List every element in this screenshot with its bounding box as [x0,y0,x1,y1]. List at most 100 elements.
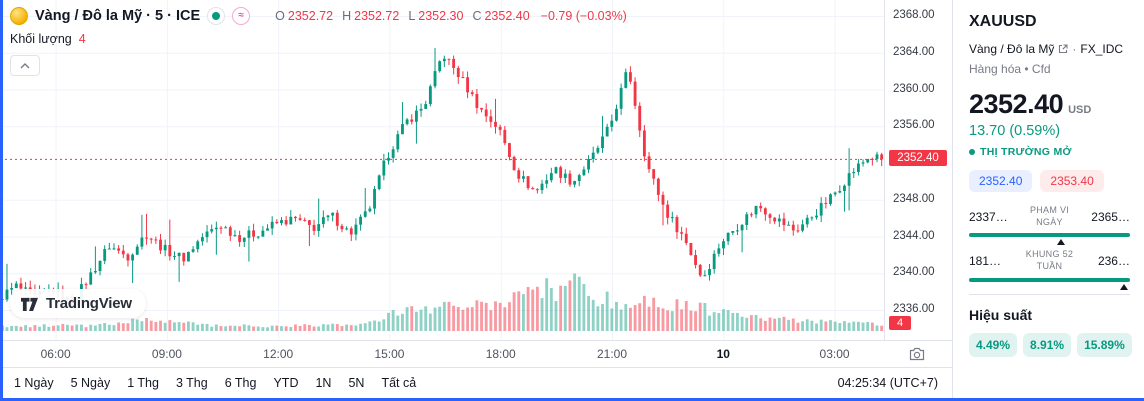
day-range-low: 2337… [969,209,1008,224]
sidebar-change: 13.70 (0.59%) [969,123,1061,139]
close-value: 2352.40 [484,9,530,23]
volume-label[interactable]: Khối lượng [10,32,72,46]
chart-legend: Vàng / Đô la Mỹ · 5 · ICE ≈ O 2352.72 H 23… [10,7,627,76]
price-axis-label: 2356.00 [893,119,935,132]
sidebar-currency: USD [1068,104,1092,116]
close-label: C [472,9,482,23]
time-axis-label: 06:00 [40,347,71,361]
price-axis-label: 2344.00 [893,229,935,242]
low-label: L [408,9,416,23]
day-range-widget: 2337… PHẠM VI NGÀY 2365… [969,205,1130,246]
collapse-legend-button[interactable] [10,55,40,76]
price-chart-plot[interactable]: Vàng / Đô la Mỹ · 5 · ICE ≈ O 2352.72 H 23… [0,0,884,340]
performance-title: Hiệu suất [969,306,1033,323]
range-button[interactable]: 1 Ngày [14,376,54,390]
tradingview-mark-icon [21,297,38,312]
day-range-label-2: NGÀY [1036,216,1063,227]
bid-price-pill[interactable]: 2352.40 [969,170,1033,192]
range-toolbar: 1 Ngày 5 Ngày 1 Thg 3 Thg 6 Thg YTD 1N 5N Tất cả… [0,367,952,398]
week52-range-marker [1119,283,1128,290]
teal-dot-icon [212,12,221,20]
time-axis-label: 09:00 [151,347,182,361]
week52-range-widget: 181… KHUNG 52 TUẦN 236… [969,249,1130,290]
clock-utc[interactable]: 04:25:34 (UTC+7) [837,376,938,390]
range-button[interactable]: 5N [348,376,365,390]
candles-layer [0,47,884,310]
high-value: 2352.72 [354,9,400,23]
week52-label-2: TUẦN [1036,261,1063,272]
market-status-label: THỊ TRƯỜNG MỞ [980,146,1072,158]
price-axis-label: 2348.00 [893,192,935,205]
price-axis-label: 2340.00 [893,266,935,279]
range-button[interactable]: 5 Ngày [70,376,111,390]
external-link-icon[interactable] [1058,44,1068,54]
day-range-label-1: PHẠM VI [1029,205,1070,215]
wave-toggle-button[interactable]: ≈ [232,7,251,25]
week52-range-bar [969,277,1130,290]
range-button[interactable]: Tất cả [381,376,417,390]
separator-dot: · [1072,42,1077,56]
range-button[interactable]: 6 Thg [224,376,257,390]
week52-label-1: KHUNG 52 [1025,249,1074,260]
time-axis-label: 12:00 [263,347,294,361]
market-status: THỊ TRƯỜNG MỞ [969,146,1130,158]
performance-badge: 15.89% [1077,332,1132,357]
time-axis-label: 15:00 [374,347,405,361]
source-toggle-button[interactable] [207,7,226,25]
ohlc-readout: O 2352.72 H 2352.72 L 2352.30 C 2352.40 −0.7… [269,9,627,23]
tradingview-logo[interactable]: TradingView [10,289,146,318]
open-label: O [275,9,285,23]
week52-high: 236… [1097,254,1130,269]
time-axis-label: 21:00 [596,347,628,361]
price-axis-label: 2364.00 [893,45,935,58]
page-left-blue-bar [0,0,3,401]
performance-badge: 8.91% [1023,332,1072,357]
volume-value: 4 [78,32,86,46]
camera-icon [909,347,925,361]
low-value: 2352.30 [418,9,464,23]
gold-coin-icon [10,7,28,25]
open-value: 2352.72 [287,9,334,23]
sidebar-symbol-name[interactable]: Vàng / Đô la Mỹ [969,42,1055,56]
sidebar-asset-type: Hàng hóa • Cfd [969,62,1051,76]
day-range-high: 2365… [1091,209,1130,224]
range-button[interactable]: 3 Thg [175,376,208,390]
sidebar-symbol[interactable]: XAUUSD [969,13,1037,30]
time-axis-label: 10 [716,347,730,361]
symbol-title[interactable]: Vàng / Đô la Mỹ · 5 · ICE [35,8,201,24]
grid-layer [0,0,884,340]
symbol-detail-sidebar: XAUUSD Vàng / Đô la Mỹ · FX_IDC Hàng hóa… [952,0,1144,398]
sidebar-divider [969,293,1130,295]
chevron-up-icon [20,62,30,68]
range-button[interactable]: YTD [273,376,299,390]
performance-badge: 4.49% [969,332,1018,357]
screenshot-camera-button[interactable] [909,347,925,364]
volume-readout: Khối lượng 4 [10,32,627,46]
current-price-badge: 2352.40 [889,150,947,167]
sidebar-exchange[interactable]: FX_IDC [1080,42,1124,56]
price-axis-label: 2368.00 [893,9,935,21]
candlestick-chart[interactable] [0,0,884,340]
volume-axis-badge: 4 [889,316,911,330]
volume-layer [0,273,884,331]
range-button[interactable]: 1 Thg [127,376,159,390]
time-axis[interactable]: 06:00 09:00 12:00 15:00 18:00 21:00 10 03:00 [0,340,952,367]
price-axis[interactable]: 2368.00 2364.00 2360.00 2356.00 2348.00 2344.… [884,0,952,340]
ask-price-pill[interactable]: 2353.40 [1040,170,1104,192]
price-axis-label: 2336.00 [893,303,935,315]
market-open-dot-icon [969,149,975,155]
day-range-marker [1056,239,1065,246]
price-axis-label: 2360.00 [893,82,935,95]
day-range-bar [969,233,1130,246]
time-axis-label: 18:00 [485,347,516,361]
sidebar-price: 2352.40 [969,89,1064,119]
range-button[interactable]: 1N [315,376,332,390]
page-bottom-blue-bar [0,398,1144,401]
range-buttons: 1 Ngày 5 Ngày 1 Thg 3 Thg 6 Thg YTD 1N 5N Tất cả [14,376,416,390]
performance-badges: 4.49% 8.91% 15.89% [969,332,1132,357]
change-value: −0.79 (−0.03%) [540,9,627,23]
tradingview-wordmark: TradingView [46,295,132,312]
high-label: H [342,9,352,23]
week52-low: 181… [969,254,1002,269]
